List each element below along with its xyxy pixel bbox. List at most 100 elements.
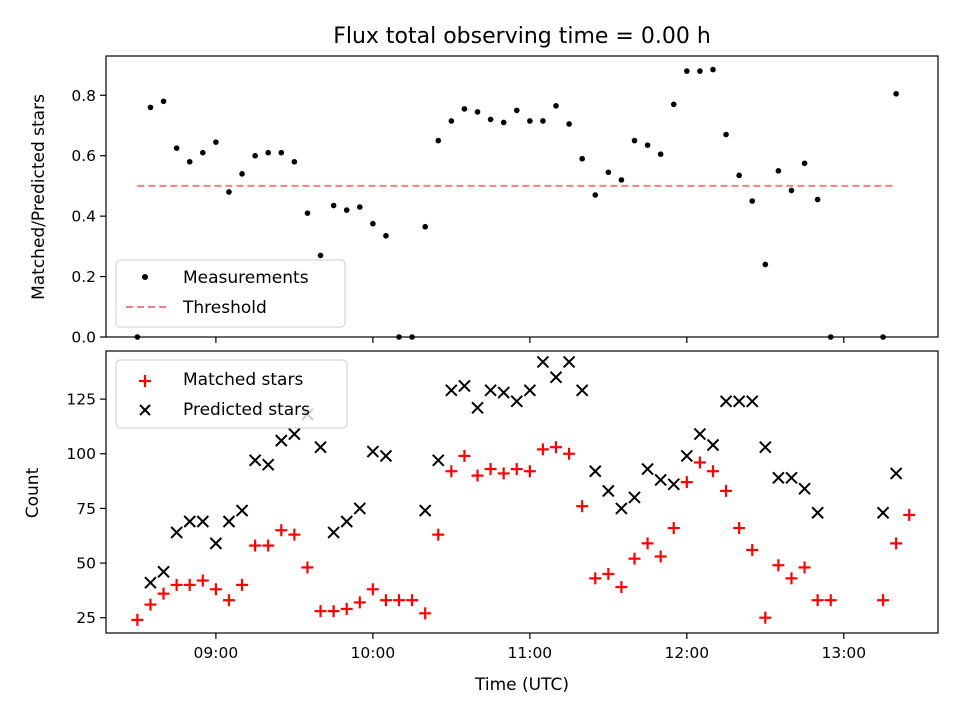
matched-stars-point — [772, 559, 785, 572]
measurement-point — [200, 149, 206, 156]
measurement-point — [461, 106, 468, 112]
top-y-tick-label: 0.6 — [71, 147, 96, 165]
predicted-stars-point — [327, 526, 340, 539]
measurement-point — [631, 137, 638, 144]
matched-stars-point — [379, 594, 392, 607]
predicted-stars-point — [157, 565, 170, 578]
matched-stars-point — [641, 537, 654, 550]
bottom-y-tick-label: 100 — [66, 445, 96, 463]
predicted-stars-point — [654, 473, 667, 487]
predicted-stars-point — [196, 515, 210, 528]
matched-stars-point — [458, 449, 471, 462]
measurement-point — [684, 68, 690, 74]
measurement-point — [474, 109, 481, 115]
predicted-stars-point — [222, 515, 236, 528]
matched-stars-point — [196, 574, 209, 587]
matched-stars-point — [236, 578, 249, 591]
predicted-stars-point — [248, 454, 262, 467]
bottom-series — [131, 355, 916, 626]
matched-stars-point — [890, 537, 903, 550]
predicted-stars-point — [602, 484, 615, 498]
predicted-stars-point — [706, 438, 720, 452]
top-y-tick-label: 0.8 — [71, 87, 96, 105]
matched-stars-point — [222, 594, 235, 607]
predicted-stars-point — [144, 576, 157, 589]
measurement-point — [893, 90, 899, 97]
bottom-y-axis-label: Count — [23, 467, 43, 518]
matched-stars-point — [550, 441, 563, 454]
matched-stars-point — [654, 550, 667, 563]
top-y-tick-label: 0.0 — [71, 329, 96, 347]
legend-matched-marker — [139, 375, 151, 387]
measurement-point — [356, 204, 363, 210]
measurement-point — [173, 145, 180, 151]
predicted-stars-point — [719, 395, 733, 408]
predicted-stars-point — [366, 445, 380, 458]
predicted-stars-point — [667, 478, 680, 491]
legend-matched-label: Matched stars — [183, 370, 303, 390]
top-series — [134, 66, 899, 340]
matched-stars-point — [275, 524, 288, 537]
bottom-y-tick-label: 125 — [66, 391, 96, 409]
matched-stars-point — [432, 528, 445, 541]
matched-stars-point — [471, 469, 484, 482]
matched-stars-point — [340, 602, 353, 615]
matched-stars-point — [301, 561, 314, 574]
predicted-stars-point — [510, 395, 523, 408]
measurement-point — [657, 151, 664, 157]
measurement-point — [605, 169, 612, 176]
matched-stars-point — [484, 463, 497, 476]
bottom-y-tick-label: 25 — [76, 609, 96, 627]
measurement-point — [147, 104, 154, 111]
top-plot-frame — [105, 55, 939, 338]
x-tick-label: 09:00 — [194, 644, 239, 662]
matched-stars-point — [523, 465, 536, 478]
matched-stars-point — [785, 572, 798, 585]
matched-stars-point — [733, 522, 746, 535]
measurement-point — [330, 202, 337, 209]
measurement-point — [435, 137, 442, 144]
measurement-point — [723, 131, 729, 138]
measurement-point — [736, 172, 742, 179]
matched-stars-point — [602, 567, 615, 580]
predicted-stars-point — [785, 471, 798, 484]
matched-stars-point — [170, 578, 183, 591]
bottom-legend: Matched stars Predicted stars — [115, 359, 348, 429]
predicted-stars-point — [876, 506, 890, 519]
predicted-stars-point — [641, 462, 654, 476]
measurement-point — [186, 158, 193, 165]
measurement-point — [618, 177, 625, 183]
measurement-point — [788, 187, 795, 194]
matched-stars-point — [903, 508, 916, 521]
predicted-stars-point — [288, 427, 301, 441]
measurement-point — [540, 118, 546, 124]
top-panel: Matched/Predicted stars 0.00.20.40.60.8 … — [29, 55, 939, 347]
measurement-point — [749, 198, 756, 204]
measurement-point — [553, 103, 559, 109]
matched-stars-point — [314, 605, 327, 618]
top-legend-box — [115, 259, 346, 328]
measurement-point — [513, 107, 520, 114]
legend-measurements-label: Measurements — [183, 268, 309, 288]
predicted-stars-point — [379, 449, 393, 463]
matched-stars-point — [288, 528, 301, 541]
measurement-point — [592, 192, 599, 198]
top-legend: Measurements Threshold — [115, 259, 346, 328]
matched-stars-point — [393, 594, 406, 607]
legend-predicted-label: Predicted stars — [183, 400, 310, 420]
matched-stars-point — [536, 443, 549, 456]
matched-stars-point — [445, 465, 458, 478]
predicted-stars-point — [746, 395, 759, 408]
matched-stars-point — [183, 578, 196, 591]
measurement-point — [213, 139, 219, 145]
measurement-point — [448, 118, 455, 124]
chart-title: Flux total observing time = 0.00 h — [333, 24, 711, 49]
measurement-point — [291, 158, 298, 165]
x-axis-label: Time (UTC) — [474, 675, 569, 695]
measurement-point — [670, 101, 677, 108]
legend-threshold-label: Threshold — [182, 298, 267, 318]
predicted-stars-point — [798, 482, 811, 495]
matched-stars-point — [798, 561, 811, 574]
matched-stars-point — [419, 607, 432, 620]
